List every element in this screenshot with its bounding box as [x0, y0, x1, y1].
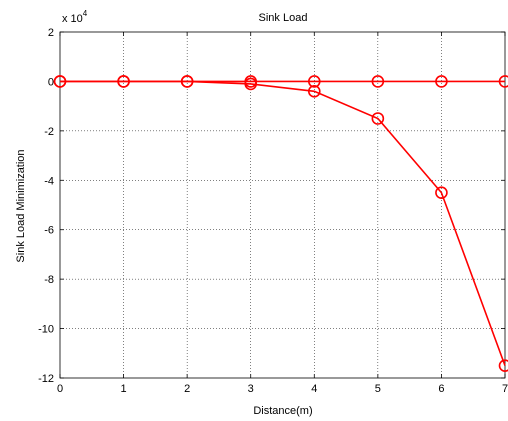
y-tick-label: -6	[44, 225, 54, 237]
x-tick-label: 7	[502, 383, 508, 395]
series-2-point	[498, 359, 508, 372]
y-tick-label: -4	[44, 175, 54, 187]
y-tick-label: -8	[44, 274, 54, 286]
y-tick-label: 0	[48, 76, 54, 88]
series-layer	[53, 75, 508, 372]
y-tick-label: -12	[38, 373, 54, 385]
series-1-point	[435, 75, 448, 88]
chart-title: Sink Load	[259, 12, 308, 24]
series-2-point	[244, 77, 258, 91]
series-2-point	[53, 75, 67, 88]
series-2-point	[117, 75, 130, 88]
y-tick-label: -2	[44, 126, 54, 138]
series-1-point	[371, 75, 385, 88]
x-tick-label: 2	[184, 383, 190, 395]
x-tick-label: 0	[57, 383, 63, 395]
y-tick-label: -10	[38, 324, 54, 336]
series-1-point	[498, 75, 508, 88]
series-1-point	[307, 75, 321, 88]
series-2-point	[180, 75, 194, 88]
x-tick-label: 1	[121, 383, 127, 395]
plot-frame	[59, 31, 506, 379]
x-tick-label: 3	[248, 383, 254, 395]
x-axis-ticks: 0 1 2 3 4 5 6 7	[57, 32, 508, 395]
x-axis-label: Distance(m)	[253, 405, 312, 417]
y-axis-multiplier: x 104	[62, 9, 88, 25]
x-tick-label: 6	[438, 383, 444, 395]
y-axis-ticks: 2 0 -2 -4 -6 -8 -10 -12	[38, 27, 505, 385]
y-tick-label: 2	[48, 27, 54, 39]
y-axis-multiplier-exponent: 4	[83, 9, 88, 18]
x-tick-label: 4	[311, 383, 317, 395]
x-tick-label: 5	[375, 383, 381, 395]
series-2-point	[307, 85, 321, 98]
y-axis-label: Sink Load Minimization	[15, 149, 27, 262]
series-2-line	[60, 80, 506, 366]
series-2-point	[371, 112, 385, 125]
series-2-point	[435, 186, 448, 199]
